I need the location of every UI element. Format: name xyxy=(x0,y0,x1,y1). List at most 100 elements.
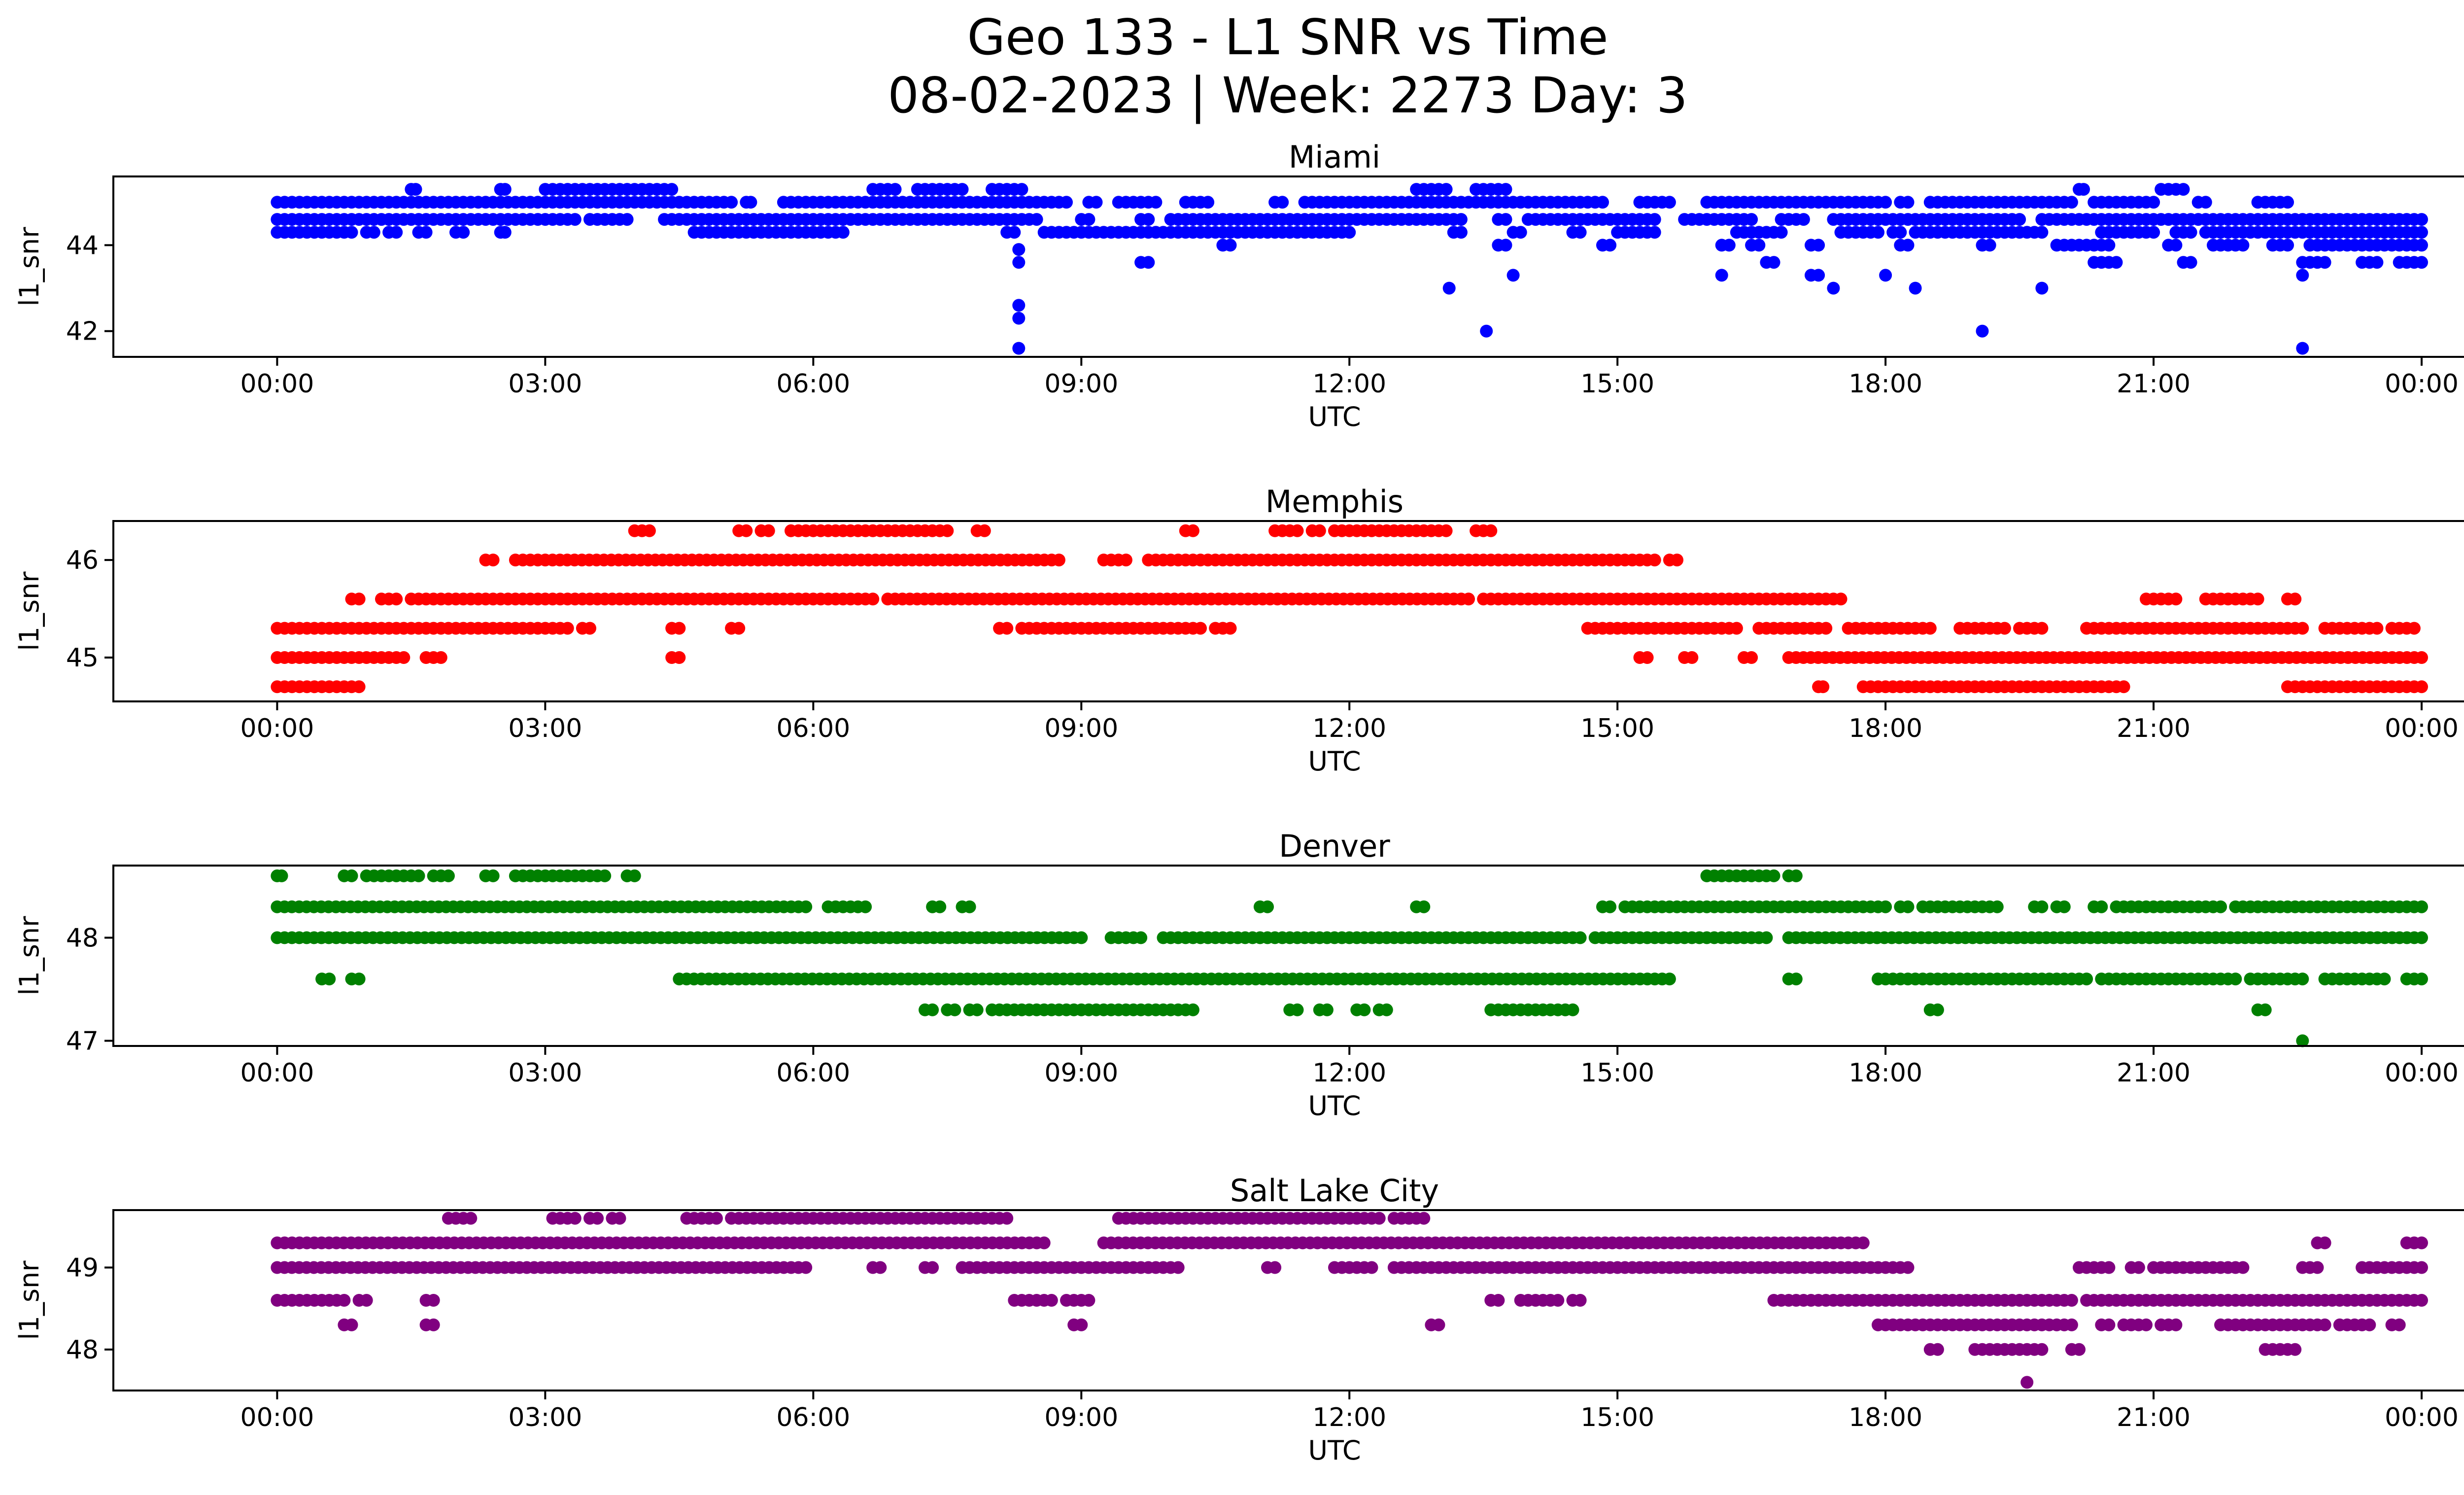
miami-data-point xyxy=(744,196,757,209)
miami-data-point xyxy=(1454,226,1468,239)
miami-data-point xyxy=(1894,226,1907,239)
denver-x-tick-label: 00:00 xyxy=(2385,1058,2459,1088)
miami-data-point xyxy=(2035,281,2049,295)
salt-lake-city-data-point xyxy=(2289,1343,2302,1356)
memphis-x-tick-label: 06:00 xyxy=(776,714,850,743)
miami-data-point xyxy=(956,183,969,196)
miami-data-point xyxy=(2110,256,2123,269)
denver-x-tick-label: 15:00 xyxy=(1580,1058,1654,1088)
memphis-title: Memphis xyxy=(1266,484,1403,520)
salt-lake-city-data-point xyxy=(1075,1318,1088,1331)
salt-lake-city-y-axis-label: l1_snr xyxy=(14,1260,45,1340)
denver-data-point xyxy=(859,900,872,913)
memphis-data-point xyxy=(486,554,500,567)
miami-data-point xyxy=(620,213,634,226)
denver-data-point xyxy=(1663,973,1676,986)
salt-lake-city-data-point xyxy=(427,1294,440,1307)
salt-lake-city-data-point xyxy=(1171,1261,1185,1274)
denver-data-point xyxy=(1879,900,1892,913)
memphis-x-axis-label: UTC xyxy=(1308,746,1361,777)
miami-data-point xyxy=(2147,226,2160,239)
miami-data-point xyxy=(390,226,403,239)
denver-data-point xyxy=(275,869,288,882)
memphis-data-point xyxy=(1484,524,1498,537)
salt-lake-city-data-point xyxy=(1432,1318,1445,1331)
miami-data-point xyxy=(498,183,512,196)
salt-lake-city-data-point xyxy=(2363,1318,2376,1331)
miami-x-tick-label: 06:00 xyxy=(776,369,850,399)
salt-lake-city-axes-frame xyxy=(112,1209,2464,1391)
denver-data-point xyxy=(1604,900,1617,913)
salt-lake-city-data-point xyxy=(2169,1318,2183,1331)
denver-data-point xyxy=(926,1003,939,1016)
memphis-data-point xyxy=(1923,622,1937,635)
memphis-data-point xyxy=(1000,622,1014,635)
miami-data-point xyxy=(1663,196,1676,209)
denver-data-point xyxy=(2095,900,2108,913)
memphis-data-point xyxy=(1313,524,1326,537)
miami-x-tick-label: 21:00 xyxy=(2117,369,2190,399)
salt-lake-city-data-point xyxy=(1365,1261,1378,1274)
denver-data-point xyxy=(2378,973,2391,986)
memphis-data-point xyxy=(1194,622,1207,635)
salt-lake-city-data-point xyxy=(613,1212,626,1225)
salt-lake-city-data-point xyxy=(1856,1236,1870,1250)
miami-data-point xyxy=(1715,269,1728,282)
miami-data-point xyxy=(1812,239,1825,252)
miami-data-point xyxy=(1142,256,1155,269)
denver-subplot: Denver 00:00 03:00 06:00 09:00 12:00 15:00 18:0… xyxy=(14,828,2464,1121)
miami-data-point xyxy=(1514,226,1527,239)
salt-lake-city-data-point xyxy=(1268,1261,1282,1274)
salt-lake-city-points xyxy=(271,1212,2428,1389)
denver-y-tick-label: 48 xyxy=(66,923,99,953)
miami-x-tick-label: 03:00 xyxy=(508,369,582,399)
memphis-x-tick-label: 03:00 xyxy=(508,714,582,743)
miami-data-point xyxy=(1012,299,1026,312)
salt-lake-city-y-tick-label: 49 xyxy=(66,1253,99,1283)
miami-data-point xyxy=(1499,183,1512,196)
miami-data-point xyxy=(2370,256,2384,269)
miami-x-tick-label: 09:00 xyxy=(1044,369,1118,399)
miami-data-point xyxy=(2236,239,2250,252)
miami-data-point xyxy=(1276,196,1289,209)
memphis-data-point xyxy=(2415,651,2428,664)
memphis-x-tick-label: 15:00 xyxy=(1580,714,1654,743)
memphis-data-point xyxy=(1834,592,1848,606)
miami-data-point xyxy=(1012,243,1026,256)
salt-lake-city-data-point xyxy=(1931,1343,1944,1356)
denver-data-point xyxy=(2057,900,2071,913)
salt-lake-city-data-point xyxy=(464,1212,478,1225)
denver-data-point xyxy=(2259,1003,2272,1016)
miami-data-point xyxy=(1030,213,1043,226)
salt-lake-city-data-point xyxy=(2236,1261,2250,1274)
miami-data-point xyxy=(1901,239,1915,252)
memphis-data-point xyxy=(397,651,411,664)
salt-lake-city-x-tick-label: 21:00 xyxy=(2117,1403,2190,1432)
salt-lake-city-x-tick-label: 00:00 xyxy=(2385,1403,2459,1432)
denver-data-point xyxy=(2415,931,2428,944)
miami-data-point xyxy=(1983,239,1996,252)
salt-lake-city-data-point xyxy=(2102,1318,2116,1331)
miami-data-point xyxy=(2415,256,2428,269)
miami-data-point xyxy=(2177,183,2190,196)
miami-data-point xyxy=(1142,213,1155,226)
miami-data-point xyxy=(1224,239,1237,252)
salt-lake-city-title: Salt Lake City xyxy=(1230,1173,1439,1209)
memphis-data-point xyxy=(866,592,880,606)
denver-data-point xyxy=(2080,973,2093,986)
denver-data-point xyxy=(442,869,455,882)
salt-lake-city-data-point xyxy=(1037,1236,1051,1250)
memphis-data-point xyxy=(1462,592,1475,606)
salt-lake-city-data-point xyxy=(926,1261,939,1274)
miami-data-point xyxy=(2296,269,2309,282)
denver-data-point xyxy=(970,1003,984,1016)
denver-x-tick-label: 18:00 xyxy=(1848,1058,1922,1088)
memphis-points xyxy=(271,524,2428,694)
denver-data-point xyxy=(1358,1003,1371,1016)
denver-x-axis-label: UTC xyxy=(1308,1090,1361,1121)
miami-data-point xyxy=(2415,239,2428,252)
memphis-data-point xyxy=(1819,622,1833,635)
salt-lake-city-data-point xyxy=(2073,1343,2086,1356)
salt-lake-city-data-point xyxy=(1417,1212,1431,1225)
miami-data-point xyxy=(1775,226,1788,239)
